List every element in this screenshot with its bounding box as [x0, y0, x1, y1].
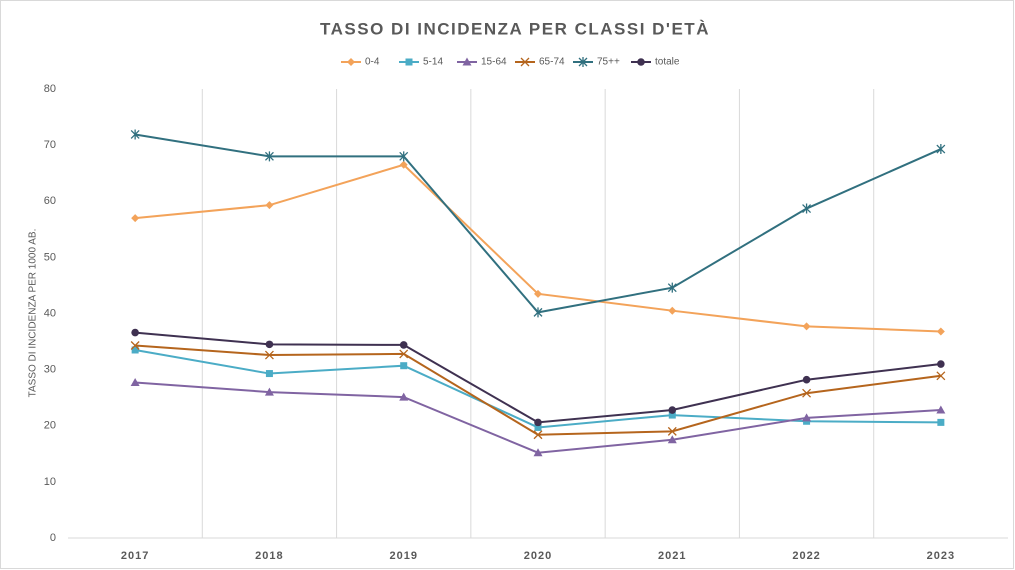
series [131, 160, 945, 336]
y-tick-label: 10 [44, 476, 56, 488]
y-tick-label: 30 [44, 364, 56, 376]
marker [399, 349, 409, 359]
legend-label: 0-4 [365, 57, 380, 68]
marker [405, 58, 413, 66]
y-axis-label: TASSO DI INCIDENZA PER 1000 AB. [28, 229, 39, 398]
marker [130, 129, 140, 140]
marker [399, 392, 409, 401]
marker [399, 151, 409, 162]
marker [936, 371, 946, 381]
marker [399, 160, 408, 169]
marker [265, 340, 274, 349]
marker [131, 346, 139, 354]
x-tick-label: 2020 [524, 550, 552, 562]
x-tick-label: 2022 [792, 550, 820, 562]
marker [936, 144, 946, 155]
marker [802, 375, 811, 384]
y-tick-label: 0 [50, 532, 56, 544]
marker [265, 370, 273, 378]
marker [578, 57, 588, 67]
marker [802, 322, 811, 331]
y-tick-label: 50 [44, 251, 56, 263]
marker [937, 360, 945, 368]
legend-label: 15-64 [481, 57, 507, 68]
marker [534, 418, 542, 427]
marker [264, 387, 274, 396]
series [130, 341, 946, 440]
y-tick-label: 40 [44, 307, 56, 319]
y-tick-label: 80 [44, 83, 56, 95]
marker [533, 307, 543, 318]
y-tick-label: 60 [44, 195, 56, 207]
marker [400, 362, 408, 370]
marker [802, 413, 812, 422]
marker [462, 57, 472, 66]
marker [668, 406, 677, 414]
marker [264, 151, 274, 162]
marker [668, 306, 677, 315]
y-tick-label: 70 [44, 139, 56, 151]
y-tick-label: 20 [44, 420, 56, 432]
x-tick-label: 2019 [389, 550, 417, 562]
marker [533, 448, 543, 457]
marker [936, 327, 945, 336]
marker [533, 430, 543, 440]
marker [131, 214, 140, 223]
marker [534, 423, 542, 431]
marker [802, 203, 812, 214]
marker [264, 350, 274, 360]
marker [131, 328, 139, 337]
series [130, 129, 946, 318]
marker [937, 418, 945, 426]
marker [347, 58, 355, 66]
legend-label: totale [655, 57, 680, 68]
x-tick-label: 2017 [121, 550, 149, 562]
marker [265, 201, 274, 210]
marker [667, 426, 677, 436]
legend-label: 65-74 [539, 57, 565, 68]
marker [667, 282, 677, 293]
chart-title: TASSO DI INCIDENZA PER CLASSI D'ETÀ [320, 19, 710, 38]
marker [520, 57, 530, 67]
legend-label: 75++ [597, 57, 620, 68]
marker [802, 388, 812, 398]
series [131, 328, 945, 427]
marker [534, 289, 542, 298]
marker [667, 435, 677, 444]
marker [130, 378, 140, 387]
legend-label: 5-14 [423, 57, 443, 68]
marker [130, 341, 140, 350]
marker [637, 58, 645, 66]
series [130, 378, 946, 457]
marker [936, 405, 946, 414]
x-tick-label: 2021 [658, 550, 686, 562]
x-tick-label: 2018 [255, 550, 283, 562]
x-tick-label: 2023 [927, 550, 955, 562]
marker [668, 411, 676, 419]
marker [399, 341, 408, 349]
